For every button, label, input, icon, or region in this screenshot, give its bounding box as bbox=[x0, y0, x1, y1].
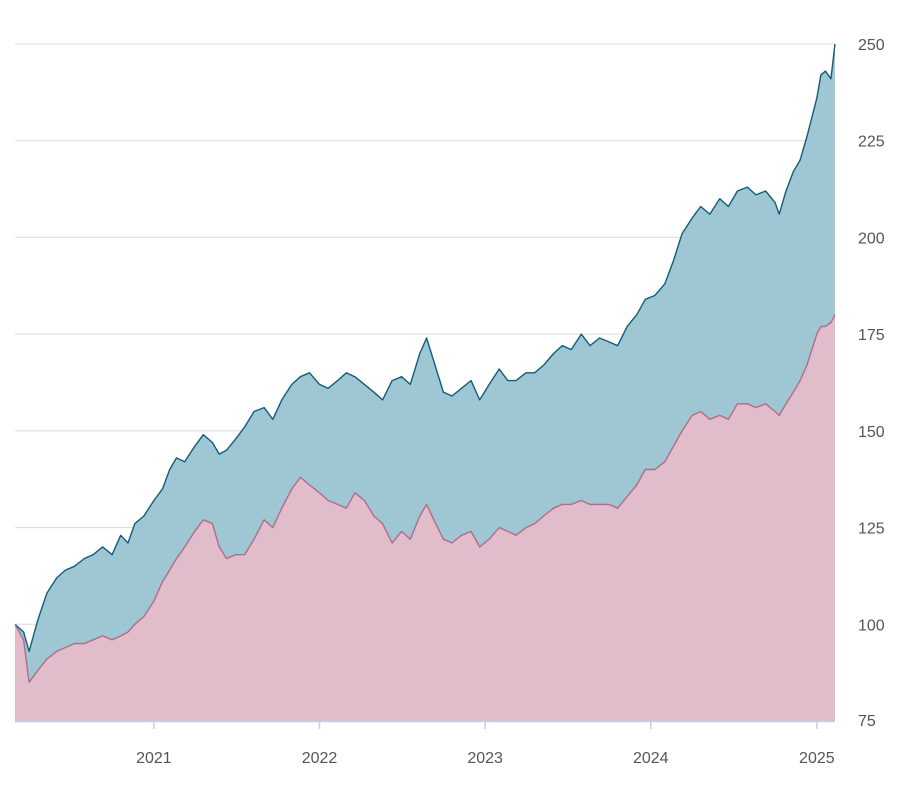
y-axis-labels: 75 100 125 150 175 200 225 250 bbox=[858, 37, 885, 730]
y-tick-label-250: 250 bbox=[858, 37, 885, 54]
series-areas bbox=[14, 43, 836, 721]
x-tick-label-2024: 2024 bbox=[633, 750, 669, 767]
series-2-area bbox=[15, 314, 835, 721]
x-axis bbox=[15, 720, 835, 729]
series-1-line bbox=[14, 43, 836, 653]
x-tick-label-2022: 2022 bbox=[302, 750, 338, 767]
x-axis-labels: 2021 2022 2023 2024 2025 bbox=[136, 750, 835, 767]
y-tick-label-175: 175 bbox=[858, 327, 885, 344]
x-tick-label-2023: 2023 bbox=[467, 750, 503, 767]
y-tick-label-150: 150 bbox=[858, 424, 885, 441]
y-tick-label-125: 125 bbox=[858, 521, 885, 538]
series-2-line bbox=[14, 314, 836, 683]
y-tick-label-225: 225 bbox=[858, 134, 885, 151]
y-tick-label-100: 100 bbox=[858, 617, 885, 634]
y-tick-label-75: 75 bbox=[858, 713, 876, 730]
y-tick-label-200: 200 bbox=[858, 230, 885, 247]
x-tick-label-2025: 2025 bbox=[799, 750, 835, 767]
x-tick-label-2021: 2021 bbox=[136, 750, 172, 767]
